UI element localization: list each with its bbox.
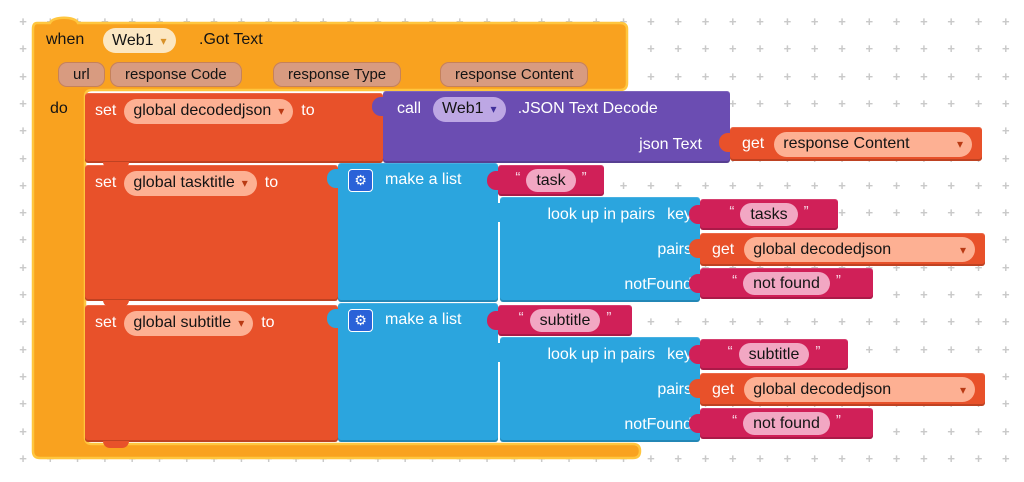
text-field-not-found[interactable]: not found bbox=[743, 412, 830, 435]
chevron-down-icon: ▾ bbox=[160, 33, 167, 48]
make-a-list-block-1[interactable]: ⚙ make a list bbox=[327, 163, 498, 302]
to-label: to bbox=[301, 102, 315, 119]
set-global-tasktitle-block[interactable]: set global tasktitle ▾ to bbox=[85, 165, 338, 307]
get-label: get bbox=[712, 240, 735, 258]
close-quote: ” bbox=[606, 309, 612, 326]
variable-dropdown-global-subtitle[interactable]: global subtitle ▾ bbox=[124, 310, 254, 336]
notfound-label: notFound bbox=[624, 275, 692, 293]
text-block-not-found-2[interactable]: “ not found ” bbox=[689, 408, 873, 439]
lookup-label: look up in pairs bbox=[547, 345, 656, 363]
param-badge-response-type[interactable]: response Type bbox=[273, 62, 402, 87]
pairs-label: pairs bbox=[657, 240, 692, 258]
key-label: key bbox=[667, 345, 692, 363]
set-global-decodedjson-block[interactable]: set global decodedjson ▾ to bbox=[85, 93, 383, 169]
get-global-decodedjson-block-1[interactable]: get global decodedjson ▾ bbox=[689, 233, 985, 266]
chevron-down-icon: ▾ bbox=[241, 176, 248, 190]
when-keyword: when bbox=[46, 31, 85, 48]
variable-dropdown-response-content[interactable]: response Content ▾ bbox=[774, 131, 972, 157]
text-field-task[interactable]: task bbox=[526, 169, 576, 192]
make-a-list-label: make a list bbox=[385, 311, 462, 328]
param-badge-response-code[interactable]: response Code bbox=[110, 62, 242, 87]
set-label: set bbox=[95, 102, 117, 119]
chevron-down-icon: ▾ bbox=[490, 102, 497, 116]
variable-dropdown-global-tasktitle[interactable]: global tasktitle ▾ bbox=[124, 170, 257, 196]
open-quote: “ bbox=[732, 272, 738, 289]
pairs-label: pairs bbox=[657, 380, 692, 398]
lookup-in-pairs-block-2[interactable]: look up in pairs key pairs notFound bbox=[489, 337, 700, 442]
lookup-in-pairs-block-1[interactable]: look up in pairs key pairs notFound bbox=[489, 197, 700, 302]
make-a-list-label: make a list bbox=[385, 171, 462, 188]
chevron-down-icon: ▾ bbox=[238, 316, 245, 330]
variable-dropdown-global-decodedjson[interactable]: global decodedjson ▾ bbox=[744, 237, 975, 262]
method-label: .JSON Text Decode bbox=[517, 100, 658, 117]
chevron-down-icon: ▾ bbox=[959, 382, 966, 397]
variable-dropdown-global-decodedjson[interactable]: global decodedjson ▾ bbox=[124, 98, 294, 124]
to-label: to bbox=[264, 174, 279, 191]
text-field-subtitle[interactable]: subtitle bbox=[738, 343, 810, 366]
key-label: key bbox=[667, 205, 692, 223]
close-quote: ” bbox=[835, 272, 841, 289]
text-block-subtitle-key[interactable]: “ subtitle ” bbox=[689, 339, 848, 370]
close-quote: ” bbox=[803, 203, 809, 220]
event-name: .Got Text bbox=[199, 31, 263, 48]
variable-dropdown-global-decodedjson[interactable]: global decodedjson ▾ bbox=[744, 377, 975, 402]
get-global-decodedjson-block-2[interactable]: get global decodedjson ▾ bbox=[689, 373, 985, 406]
open-quote: “ bbox=[515, 169, 521, 186]
set-label: set bbox=[95, 314, 117, 331]
get-label: get bbox=[742, 135, 765, 152]
notfound-label: notFound bbox=[624, 415, 692, 433]
text-field-not-found[interactable]: not found bbox=[743, 272, 830, 295]
get-response-content-block[interactable]: get response Content ▾ bbox=[719, 127, 982, 161]
call-label: call bbox=[397, 100, 422, 117]
get-label: get bbox=[712, 380, 735, 398]
component-dropdown-web1[interactable]: Web1 ▾ bbox=[103, 28, 176, 53]
call-json-text-decode-block[interactable]: call Web1 ▾ .JSON Text Decode json Text bbox=[372, 91, 730, 163]
set-global-subtitle-block[interactable]: set global subtitle ▾ to bbox=[85, 305, 338, 448]
param-badge-response-content[interactable]: response Content bbox=[440, 62, 589, 87]
chevron-down-icon: ▾ bbox=[278, 104, 285, 118]
make-a-list-block-2[interactable]: ⚙ make a list bbox=[327, 303, 498, 442]
text-block-task[interactable]: “ task ” bbox=[487, 165, 604, 196]
text-field-subtitle[interactable]: subtitle bbox=[529, 309, 601, 332]
text-field-tasks[interactable]: tasks bbox=[740, 203, 798, 226]
text-block-subtitle-item[interactable]: “ subtitle ” bbox=[487, 305, 632, 336]
chevron-down-icon: ▾ bbox=[959, 242, 966, 257]
open-quote: “ bbox=[729, 203, 735, 220]
set-label: set bbox=[95, 174, 117, 191]
lookup-label: look up in pairs bbox=[547, 205, 656, 223]
open-quote: “ bbox=[518, 309, 524, 326]
to-label: to bbox=[261, 314, 275, 331]
do-label: do bbox=[50, 100, 68, 117]
param-badge-url[interactable]: url bbox=[58, 62, 105, 87]
json-text-arg-label: json Text bbox=[639, 136, 702, 153]
chevron-down-icon: ▾ bbox=[956, 137, 963, 151]
close-quote: ” bbox=[835, 412, 841, 429]
close-quote: ” bbox=[815, 343, 821, 360]
mutator-gear-icon[interactable]: ⚙ bbox=[348, 168, 373, 192]
text-block-tasks[interactable]: “ tasks ” bbox=[689, 199, 838, 230]
text-block-not-found-1[interactable]: “ not found ” bbox=[689, 268, 873, 299]
open-quote: “ bbox=[727, 343, 733, 360]
open-quote: “ bbox=[732, 412, 738, 429]
component-dropdown-web1[interactable]: Web1 ▾ bbox=[433, 96, 506, 122]
mutator-gear-icon[interactable]: ⚙ bbox=[348, 308, 373, 332]
close-quote: ” bbox=[581, 169, 587, 186]
